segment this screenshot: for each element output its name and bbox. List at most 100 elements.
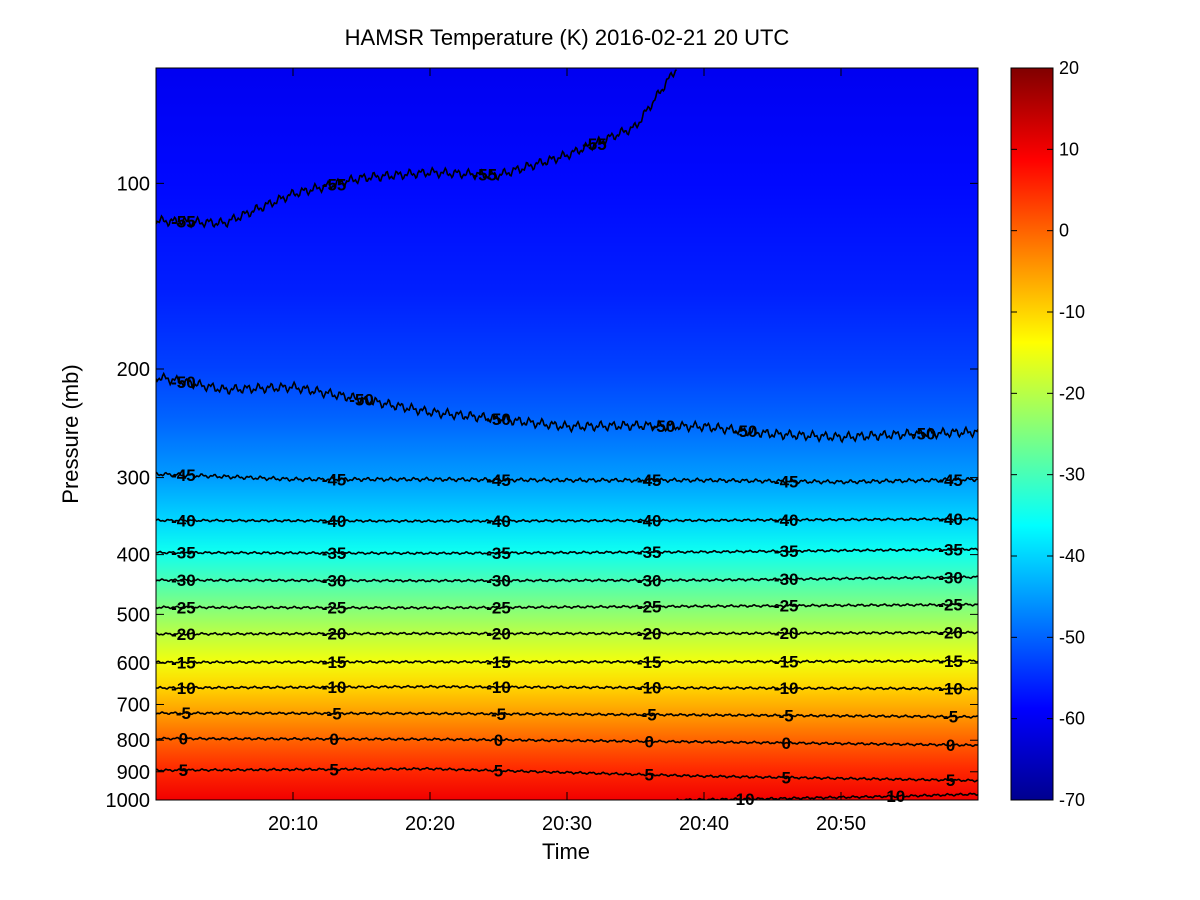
colorbar-gradient [1010, 67, 1054, 801]
contour-label: -50 [349, 390, 374, 409]
colorbar-tick-label: 10 [1059, 139, 1079, 159]
contour-label: -15 [938, 652, 963, 671]
contour-label: -40 [774, 511, 799, 530]
contour-label: -45 [774, 472, 799, 491]
contour-label: -45 [637, 471, 662, 490]
contour-label: 5 [494, 762, 503, 781]
contour-label: -20 [938, 624, 963, 643]
contour-label: -5 [943, 708, 958, 727]
contour-label: 0 [494, 731, 503, 750]
contour-label: -15 [637, 653, 662, 672]
contour-label: -10 [171, 679, 196, 698]
contour-label: -55 [473, 166, 498, 185]
contour-label: 5 [179, 761, 188, 780]
contour-label: -35 [486, 544, 511, 563]
contour-label: -5 [327, 704, 342, 723]
contour-label: -50 [171, 373, 196, 392]
y-tick-label: 200 [117, 359, 150, 381]
contour-label: -30 [637, 571, 662, 590]
contour-label: -35 [938, 540, 963, 559]
contour-label: -30 [938, 568, 963, 587]
contour-label: -40 [938, 510, 963, 529]
y-tick-label: 1000 [106, 790, 151, 812]
y-tick-label: 900 [117, 762, 150, 784]
x-axis: 20:10 20:20 20:30 20:40 20:50 [268, 68, 866, 835]
contour-label: -10 [322, 678, 347, 697]
contour-label: -15 [774, 653, 799, 672]
contour-line [156, 630, 978, 636]
contour-line [156, 711, 978, 719]
contour-label: 10 [886, 787, 905, 806]
contour-line [156, 736, 978, 748]
contour-line [156, 547, 978, 556]
contour-label: -35 [171, 544, 196, 563]
contour-label: -25 [171, 598, 196, 617]
contour-label: -5 [779, 707, 794, 726]
contour-label: 5 [644, 766, 653, 785]
contour-line [156, 602, 978, 610]
contour-label: -5 [491, 705, 506, 724]
colorbar-tick-label: -50 [1059, 627, 1085, 647]
contour-label: -20 [171, 625, 196, 644]
contour-label: -5 [642, 706, 657, 725]
contour-label: -40 [171, 511, 196, 530]
contour-label: -50 [651, 417, 676, 436]
plot-area: -55-55-55-55-50-50-50 -50 -50 -50-45 -45 -45-… [155, 67, 979, 809]
x-axis-label: Time [542, 839, 590, 864]
contour-label: 5 [781, 769, 790, 788]
colorbar-tick-label: -60 [1059, 709, 1085, 729]
contour-label: -10 [486, 678, 511, 697]
y-tick-label: 800 [117, 730, 150, 752]
contour-line [156, 517, 978, 524]
y-tick-label: 300 [117, 468, 150, 490]
contour-label: -20 [637, 624, 662, 643]
contour-line [156, 575, 978, 583]
heatmap-field [156, 68, 978, 800]
contour-label: 5 [329, 760, 338, 779]
contour-label: 0 [781, 734, 790, 753]
contour-label: -10 [774, 679, 799, 698]
x-tick-label: 20:40 [679, 813, 729, 835]
chart-title: HAMSR Temperature (K) 2016-02-21 20 UTC [345, 25, 790, 50]
colorbar-ticks: 20 10 0 -10 -20 -30 -40 -50 -60 -70 [1011, 58, 1085, 810]
contour-label: -20 [322, 625, 347, 644]
x-tick-label: 20:20 [405, 813, 455, 835]
y-tick-label: 400 [117, 545, 150, 567]
x-tick-label: 20:50 [816, 813, 866, 835]
contour-label: -20 [774, 624, 799, 643]
contour-label: -55 [322, 175, 347, 194]
y-tick-label: 500 [117, 604, 150, 626]
contour-label: -30 [171, 571, 196, 590]
contour-label: -55 [171, 213, 196, 232]
contour-label: -25 [938, 596, 963, 615]
contour-label: -25 [774, 597, 799, 616]
colorbar-tick-label: -40 [1059, 546, 1085, 566]
contour-label: -5 [176, 704, 191, 723]
contour-label: -30 [322, 572, 347, 591]
colorbar-tick-label: 20 [1059, 58, 1079, 78]
contour-label: -40 [322, 512, 347, 531]
contour-label: -35 [322, 544, 347, 563]
contour-line [156, 69, 677, 229]
contour-label: -15 [171, 653, 196, 672]
y-tick-label: 600 [117, 653, 150, 675]
contour-label: -45 [322, 470, 347, 489]
y-axis-label: Pressure (mb) [58, 364, 83, 503]
contour-line [156, 658, 978, 665]
contour-lines [156, 69, 978, 800]
contour-label: 5 [946, 771, 955, 790]
colorbar-tick-label: -20 [1059, 383, 1085, 403]
contour-label: 0 [644, 732, 653, 751]
contour-label: 0 [179, 730, 188, 749]
contour-label: -10 [938, 680, 963, 699]
y-tick-label: 100 [117, 173, 150, 195]
contour-label: -15 [486, 653, 511, 672]
y-tick-label: 700 [117, 694, 150, 716]
contour-label: -50 [486, 410, 511, 429]
colorbar-tick-label: -70 [1059, 790, 1085, 810]
contour-label: -45 [486, 471, 511, 490]
contour-label: -40 [637, 512, 662, 531]
contour-label: -25 [637, 598, 662, 617]
